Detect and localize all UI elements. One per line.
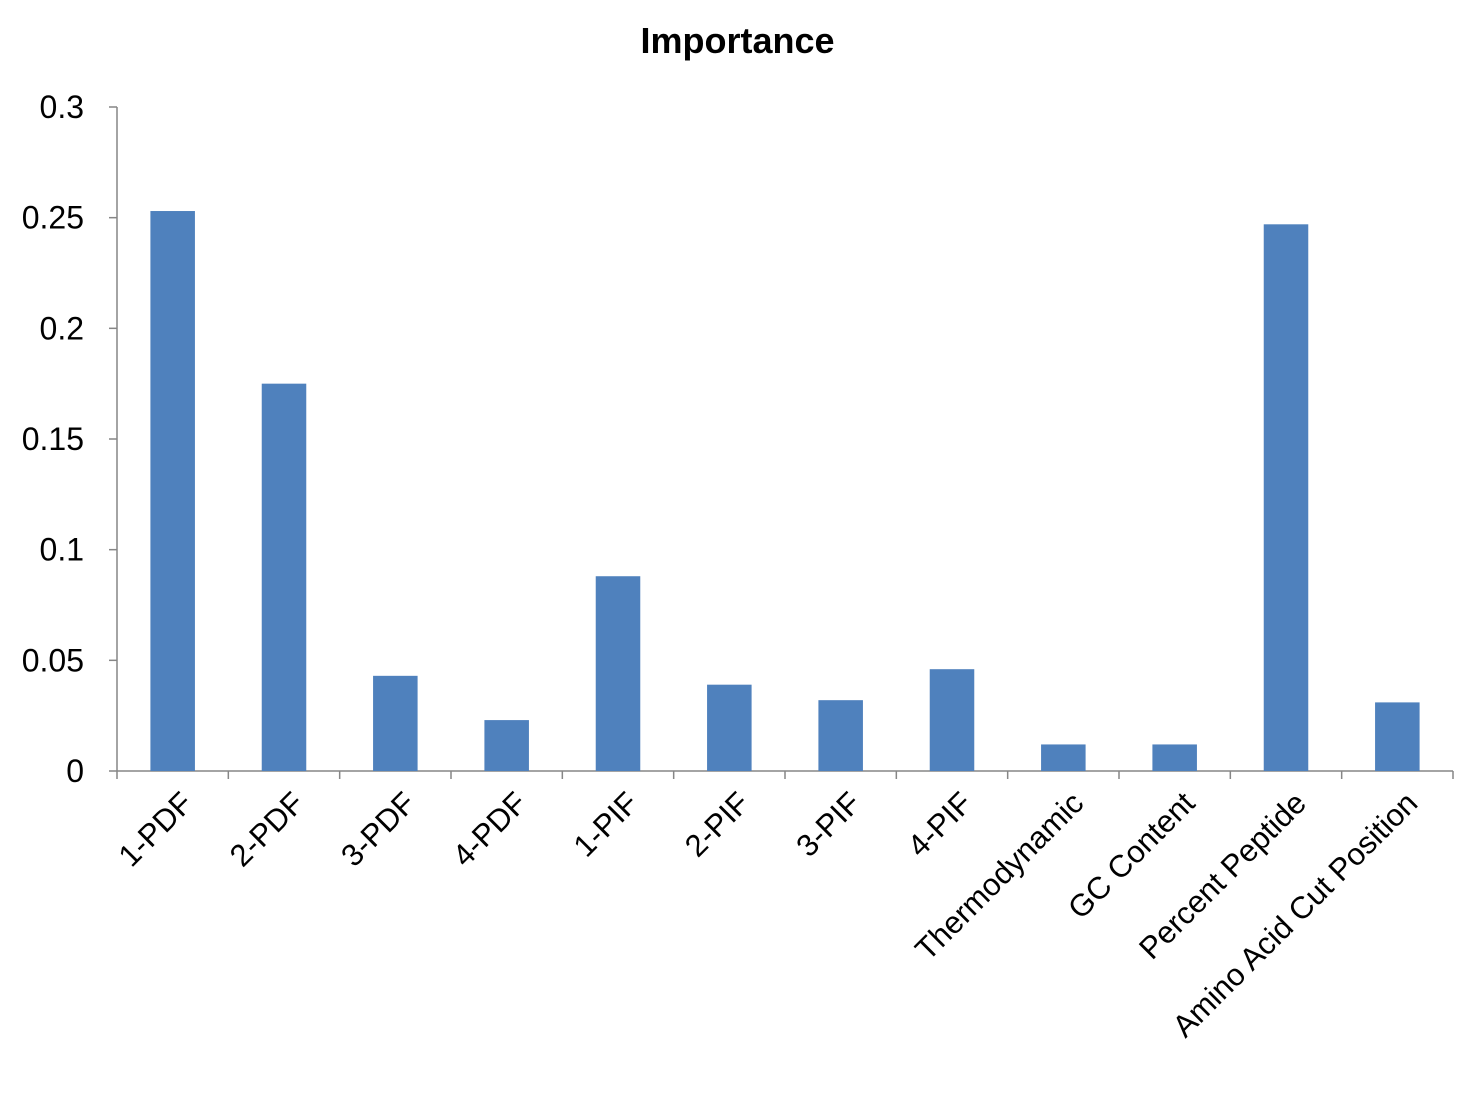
x-tick-label: 3-PDF bbox=[334, 785, 422, 873]
chart-title: Importance bbox=[640, 20, 835, 61]
y-tick-label: 0.2 bbox=[40, 310, 84, 346]
x-tick-label: 4-PDF bbox=[446, 785, 534, 873]
y-tick-label: 0.25 bbox=[22, 200, 84, 236]
x-tick-label: 3-PIF bbox=[789, 785, 867, 863]
bar bbox=[707, 684, 752, 771]
bar bbox=[1041, 744, 1086, 771]
bar bbox=[150, 211, 195, 771]
y-tick-label: 0.15 bbox=[22, 421, 84, 457]
x-tick-label: 2-PDF bbox=[223, 785, 311, 873]
bar bbox=[595, 576, 641, 771]
x-tick-label: 4-PIF bbox=[901, 785, 979, 863]
y-tick-label: 0.05 bbox=[22, 642, 84, 678]
x-tick-label: 1-PIF bbox=[567, 785, 645, 863]
bar bbox=[484, 720, 529, 771]
bar bbox=[373, 675, 418, 771]
bar bbox=[929, 669, 975, 771]
y-tick-label: 0.3 bbox=[40, 89, 84, 125]
bar bbox=[818, 700, 863, 771]
x-tick-label: 1-PDF bbox=[112, 785, 200, 873]
y-tick-label: 0.1 bbox=[40, 532, 84, 568]
y-tick-label: 0 bbox=[66, 753, 84, 789]
x-tick-label: 2-PIF bbox=[678, 785, 756, 863]
bar bbox=[1375, 702, 1420, 771]
bar bbox=[1263, 224, 1309, 772]
bar bbox=[261, 383, 307, 771]
bar bbox=[1152, 744, 1197, 771]
